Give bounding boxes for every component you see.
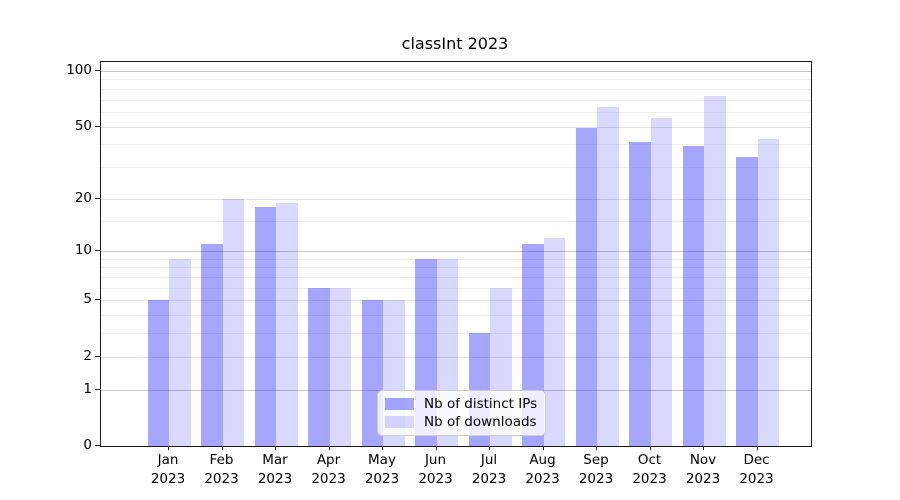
x-tick-mark [435,446,437,450]
x-tick-mark [382,446,383,450]
y-tick-label: 20 [74,189,92,206]
x-tick-label: Jul 2023 [471,452,507,487]
bar-downloads [650,117,672,446]
bar-downloads [276,202,298,446]
bar-downloads [543,237,565,446]
x-tick-label: Jun 2023 [418,452,453,487]
y-tick-mark [95,445,100,446]
x-tick-mark [649,446,651,450]
y-minor-gridline [101,333,811,335]
x-tick-label: Nov 2023 [685,452,721,487]
bar-distinct-ips [201,244,223,446]
x-tick-mark [703,446,704,450]
legend-label-downloads: Nb of downloads [424,414,537,430]
legend-swatch-downloads [385,416,414,428]
x-tick-label: Jan 2023 [150,452,186,487]
bar-downloads [704,96,726,446]
legend-label-distinct-ips: Nb of distinct IPs [424,396,538,412]
y-tick-mark [95,70,100,72]
bar-distinct-ips [682,146,704,446]
y-major-gridline [101,71,811,73]
x-tick-mark [489,446,490,450]
x-tick-mark [756,446,758,450]
bar-distinct-ips [629,142,651,446]
y-minor-gridline [101,258,811,260]
y-major-gridline [101,356,811,358]
x-tick-label: Sep 2023 [578,452,614,487]
x-tick-label: May 2023 [364,452,400,487]
bar-distinct-ips [147,300,169,446]
y-minor-gridline [101,111,811,113]
y-minor-gridline [101,315,811,317]
y-tick-mark [95,299,100,301]
bar-distinct-ips [736,157,758,446]
legend-swatch-distinct-ips [385,398,414,410]
legend-item-distinct-ips: Nb of distinct IPs [385,396,537,412]
bar-downloads [757,138,779,446]
bar-downloads [597,106,619,446]
chart-title: classInt 2023 [401,34,509,53]
bar-distinct-ips [254,206,276,446]
y-tick-mark [95,388,100,390]
y-tick-label: 5 [83,291,92,308]
y-tick-mark [95,125,100,127]
y-tick-mark [95,250,100,252]
x-tick-label: Dec 2023 [739,452,774,487]
x-tick-label: Aug 2023 [525,452,560,487]
y-minor-gridline [101,287,811,289]
bar-downloads [169,258,191,446]
y-tick-label: 0 [83,437,92,453]
legend-item-downloads: Nb of downloads [385,414,537,430]
x-tick-label: Mar 2023 [257,452,293,487]
bar-downloads [222,198,244,446]
bar-downloads [329,287,351,446]
y-minor-gridline [101,99,811,101]
y-tick-label: 2 [83,347,92,364]
y-major-gridline [101,300,811,302]
x-tick-label: Oct 2023 [632,452,667,487]
x-tick-label: Apr 2023 [311,452,346,487]
y-tick-label: 100 [66,62,92,79]
x-tick-mark [596,446,597,450]
x-tick-mark [221,446,223,450]
x-tick-mark [275,446,276,450]
y-tick-mark [95,355,100,357]
x-tick-mark [328,446,330,450]
bar-distinct-ips [308,287,330,446]
y-tick-label: 10 [74,242,92,259]
y-tick-label: 50 [74,117,92,134]
y-minor-gridline [101,144,811,146]
y-minor-gridline [101,166,811,168]
y-minor-gridline [101,277,811,279]
y-minor-gridline [101,88,811,90]
y-minor-gridline [101,220,811,222]
y-minor-gridline [101,79,811,81]
bar-distinct-ips [575,128,597,446]
y-major-gridline [101,198,811,200]
legend: Nb of distinct IPs Nb of downloads [377,390,546,436]
y-tick-mark [95,197,100,199]
x-tick-label: Feb 2023 [204,452,239,487]
y-major-gridline [101,251,811,253]
y-minor-gridline [101,267,811,269]
x-tick-mark [168,446,169,450]
y-tick-label: 1 [83,380,92,397]
x-tick-mark [542,446,544,450]
y-major-gridline [101,126,811,128]
